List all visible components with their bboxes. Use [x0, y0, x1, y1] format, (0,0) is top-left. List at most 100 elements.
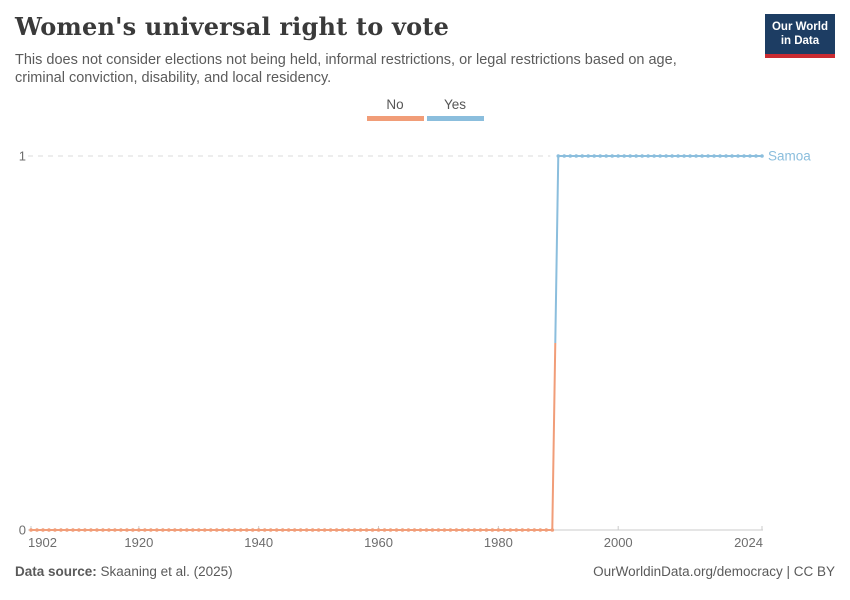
data-point-no [286, 528, 291, 532]
data-point-yes [658, 154, 662, 158]
legend-label: Yes [443, 97, 467, 112]
data-point-no [484, 528, 489, 532]
data-point-yes [718, 154, 722, 158]
data-point-no [95, 528, 99, 532]
data-point-yes [754, 154, 758, 158]
data-point-no [550, 528, 555, 532]
data-point-no [143, 528, 147, 532]
data-point-yes [616, 154, 620, 158]
data-point-yes [676, 154, 680, 158]
data-source-label: Data source: [15, 564, 97, 579]
data-point-yes [580, 154, 585, 158]
data-point-no [466, 528, 471, 532]
data-point-no [214, 528, 219, 532]
data-point-no [292, 528, 297, 532]
data-point-yes [568, 154, 573, 158]
x-tick-label: 1920 [124, 535, 153, 550]
data-point-no [268, 528, 273, 532]
data-point-yes [610, 154, 615, 158]
data-point-no [29, 528, 33, 532]
data-point-yes [604, 154, 609, 158]
data-point-no [190, 528, 195, 532]
data-point-no [436, 528, 441, 532]
data-point-no [520, 528, 525, 532]
data-point-no [131, 528, 135, 532]
chart-subtitle: This does not consider elections not bei… [15, 52, 677, 87]
chart-footer: Data source: Skaaning et al. (2025) OurW… [15, 564, 835, 579]
data-point-yes [706, 154, 710, 158]
legend-item-yes[interactable]: Yes [426, 97, 484, 121]
data-point-no [53, 528, 57, 532]
data-point-no [472, 528, 477, 532]
data-point-no [328, 528, 333, 532]
data-point-no [526, 528, 531, 532]
data-point-no [448, 528, 453, 532]
data-point-no [394, 528, 399, 532]
data-point-yes [700, 154, 704, 158]
x-tick-label: 2024 [734, 535, 763, 550]
data-source-value: Skaaning et al. (2025) [100, 564, 233, 579]
data-point-yes [712, 154, 716, 158]
data-point-yes [664, 154, 668, 158]
legend-swatch [426, 116, 484, 121]
data-point-no [196, 528, 201, 532]
data-point-yes [730, 154, 734, 158]
data-point-no [232, 528, 237, 532]
data-point-no [442, 528, 447, 532]
data-point-yes [724, 154, 728, 158]
x-tick-label: 1980 [484, 535, 513, 550]
data-point-yes [682, 154, 686, 158]
data-point-no [208, 528, 213, 532]
data-point-no [502, 528, 507, 532]
data-point-yes [694, 154, 698, 158]
owid-logo-line2: in Data [780, 35, 820, 48]
data-point-no [178, 528, 183, 532]
series-line-yes [554, 155, 762, 344]
data-point-yes [586, 154, 591, 158]
legend-item-no[interactable]: No [366, 97, 424, 121]
x-tick-label: 1960 [364, 535, 393, 550]
data-point-no [496, 528, 501, 532]
data-point-no [244, 528, 249, 532]
owid-logo: Our World in Data [764, 14, 835, 58]
data-point-no [400, 528, 405, 532]
data-point-no [478, 528, 483, 532]
x-tick-label: 1940 [244, 535, 273, 550]
data-point-no [226, 528, 231, 532]
data-point-no [125, 528, 129, 532]
data-point-yes [574, 154, 579, 158]
data-point-no [184, 528, 189, 532]
data-point-yes [742, 154, 746, 158]
data-point-no [59, 528, 63, 532]
data-point-yes [652, 154, 656, 158]
data-point-no [532, 528, 537, 532]
data-point-no [83, 528, 87, 532]
y-tick-label: 1 [19, 149, 26, 164]
data-point-no [358, 528, 363, 532]
data-point-yes [748, 154, 752, 158]
x-tick-label: 1902 [28, 535, 57, 550]
data-point-no [412, 528, 417, 532]
legend-swatch [366, 116, 424, 121]
data-point-no [454, 528, 459, 532]
data-point-no [322, 528, 327, 532]
data-point-no [538, 528, 543, 532]
x-tick-label: 2000 [604, 535, 633, 550]
data-point-no [364, 528, 369, 532]
data-point-no [89, 528, 93, 532]
data-point-no [376, 528, 381, 532]
data-point-no [202, 528, 207, 532]
data-source: Data source: Skaaning et al. (2025) [15, 564, 233, 579]
entity-label-samoa: Samoa [768, 149, 811, 164]
data-point-no [256, 528, 261, 532]
data-point-no [220, 528, 225, 532]
data-point-no [161, 528, 165, 532]
legend-label: No [386, 97, 404, 112]
data-point-no [65, 528, 69, 532]
data-point-no [137, 528, 141, 532]
data-point-no [418, 528, 423, 532]
data-point-no [298, 528, 303, 532]
data-point-no [304, 528, 309, 532]
